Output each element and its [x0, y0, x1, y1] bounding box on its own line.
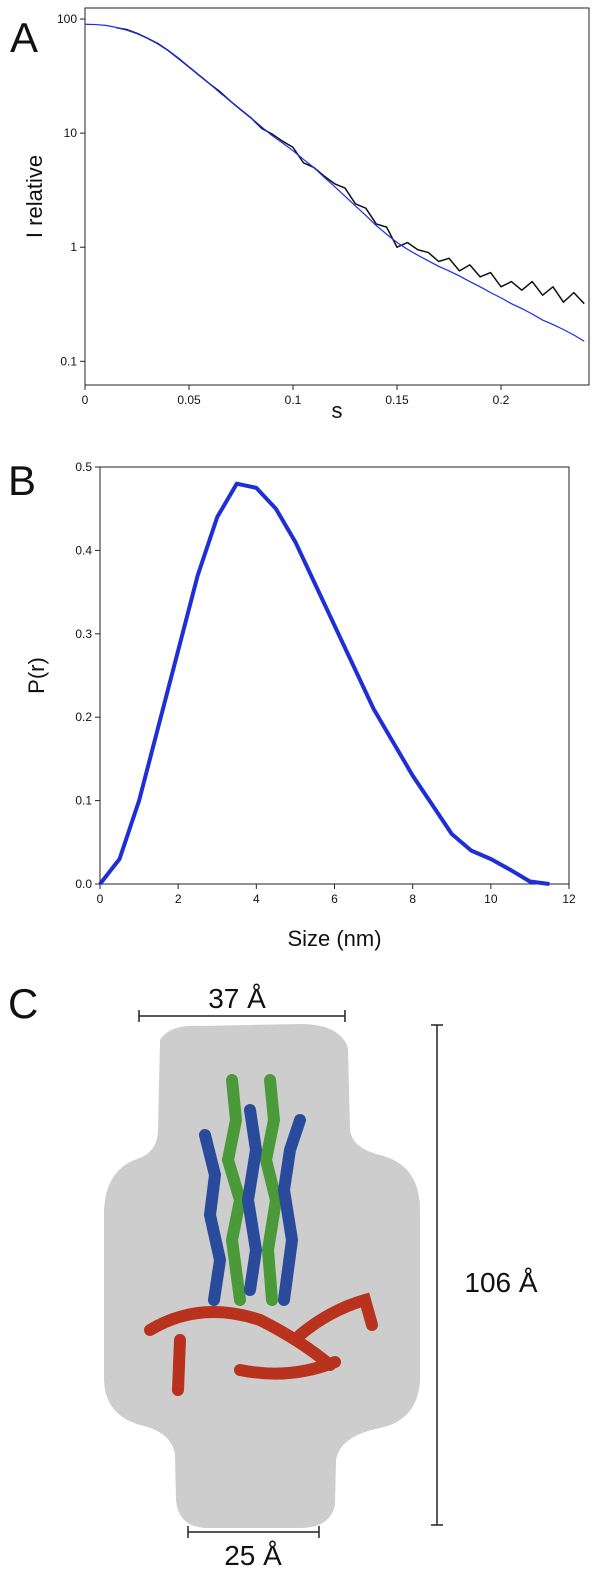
y-tick-label: 0.2	[75, 710, 92, 724]
x-axis-label: s	[332, 398, 343, 423]
y-tick-label: 0.4	[75, 543, 92, 557]
dimension-label: 25 Å	[224, 1540, 282, 1569]
y-tick-label: 10	[64, 126, 78, 140]
y-tick-label: 0.5	[75, 460, 92, 474]
y-axis-label: P(r)	[24, 657, 49, 694]
x-tick-label: 0	[82, 393, 89, 407]
helix-green	[221, 1074, 283, 1306]
helix-blue	[199, 1104, 306, 1306]
x-axis-label: Size (nm)	[287, 926, 381, 951]
x-tick-label: 0.1	[285, 393, 302, 407]
data-line	[84, 23, 585, 342]
y-tick-label: 0.3	[75, 627, 92, 641]
model-illustration: 37 Å 106 Å 25 Å	[104, 983, 538, 1569]
x-tick-label: 0.05	[177, 393, 201, 407]
panel-label: A	[10, 14, 38, 61]
envelope	[104, 1024, 420, 1528]
plot-frame	[84, 7, 590, 386]
x-tick-label: 8	[409, 892, 416, 906]
x-tick-label: 0	[97, 892, 104, 906]
dimension-lines	[138, 1010, 443, 1538]
helices	[144, 1074, 378, 1396]
data-line	[116, 26, 585, 305]
y-tick-label: 0.1	[60, 354, 77, 368]
panel-label: B	[8, 457, 36, 504]
dimension-label: 37 Å	[208, 983, 266, 1014]
helix-red	[144, 1292, 378, 1396]
x-tick-label: 10	[484, 892, 498, 906]
panel-label: C	[8, 980, 38, 1027]
y-tick-label: 100	[57, 12, 77, 26]
y-axis-label: I relative	[22, 155, 47, 238]
x-tick-label: 0.15	[385, 393, 409, 407]
x-tick-label: 4	[253, 892, 260, 906]
y-tick-label: 0.0	[75, 877, 92, 891]
x-tick-label: 6	[331, 892, 338, 906]
y-tick-label: 0.1	[75, 794, 92, 808]
y-tick-label: 1	[70, 240, 77, 254]
dimension-label: 106 Å	[464, 1267, 537, 1298]
x-tick-label: 0.2	[493, 393, 510, 407]
x-tick-label: 12	[562, 892, 576, 906]
data-line	[98, 481, 550, 886]
x-tick-label: 2	[175, 892, 182, 906]
